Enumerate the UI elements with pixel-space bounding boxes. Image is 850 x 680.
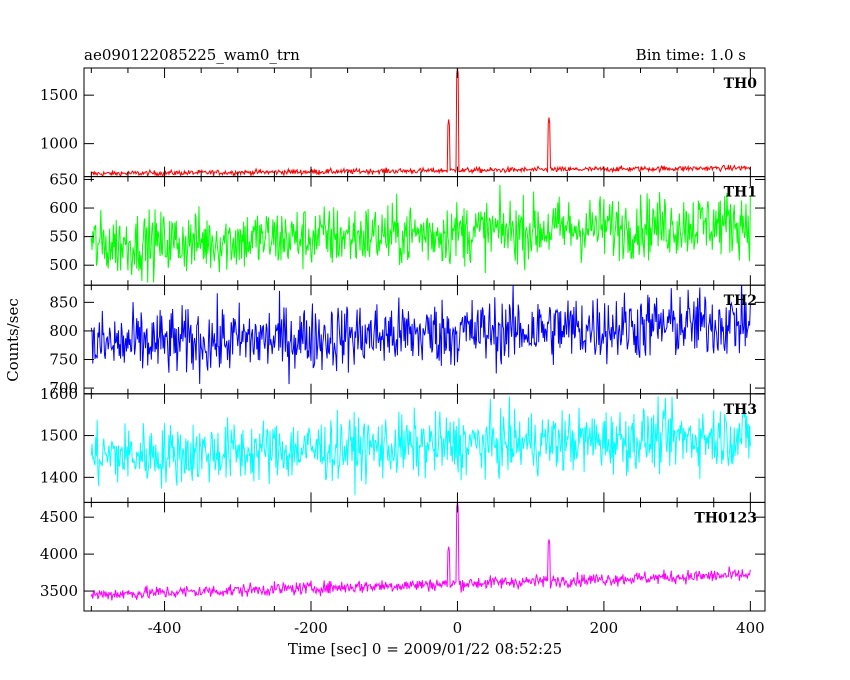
panel-th3: 1400 1500 1600 TH3 xyxy=(40,385,766,503)
y-tick-label: 1400 xyxy=(40,468,78,486)
panel-th2: 700 750 800 850 TH2 xyxy=(49,284,766,397)
panel-label: TH0123 xyxy=(694,510,757,526)
x-tick-label: 400 xyxy=(736,619,765,637)
y-tick-label: 1000 xyxy=(40,135,78,153)
panel-label: TH0 xyxy=(724,76,758,92)
panel-label: TH2 xyxy=(724,293,757,309)
series-line-th3 xyxy=(90,396,751,496)
panel-label: TH1 xyxy=(724,185,757,201)
series-line-th0123 xyxy=(90,502,751,601)
y-tick-label: 1500 xyxy=(40,86,78,104)
y-tick-label: 700 xyxy=(49,379,78,397)
panel-frame xyxy=(83,501,766,612)
series-line-th1 xyxy=(90,184,751,283)
x-axis-title: Time [sec] 0 = 2009/01/22 08:52:25 xyxy=(288,640,562,658)
y-tick-label: 1500 xyxy=(40,427,78,445)
x-tick-label: 0 xyxy=(453,619,463,637)
series-line-th0 xyxy=(91,68,751,177)
y-tick-label: 1600 xyxy=(40,385,78,403)
panel-th0123: 3500 4000 4500 TH0123 xyxy=(40,501,766,612)
panel-frame xyxy=(83,67,766,178)
y-tick-label: 4000 xyxy=(40,545,78,563)
chart-title-left: ae090122085225_wam0_trn xyxy=(84,46,300,64)
y-tick-label: 500 xyxy=(49,256,78,274)
chart-title-right: Bin time: 1.0 s xyxy=(636,46,746,64)
panel-th1: 500 550 600 650 TH1 xyxy=(49,170,766,286)
y-tick-label: 850 xyxy=(49,293,78,311)
x-tick-label: 200 xyxy=(590,619,619,637)
series-line-th2 xyxy=(90,285,751,385)
panel-label: TH3 xyxy=(724,402,757,418)
y-tick-label: 3500 xyxy=(40,582,78,600)
y-tick-label: 550 xyxy=(49,228,78,246)
y-tick-label: 800 xyxy=(49,322,78,340)
x-tick-label: -400 xyxy=(148,619,182,637)
y-axis-title: Counts/sec xyxy=(4,298,22,382)
panel-th0: 1000 1500 TH0 xyxy=(40,67,766,178)
y-tick-label: 600 xyxy=(49,199,78,217)
x-tick-label: -200 xyxy=(294,619,328,637)
y-tick-label: 4500 xyxy=(40,508,78,526)
y-tick-label: 650 xyxy=(49,170,78,188)
panels-group: 1000 1500 TH0 500 550 600 650 TH1 700 750 800 850 TH… xyxy=(40,67,766,637)
y-tick-label: 750 xyxy=(49,351,78,369)
